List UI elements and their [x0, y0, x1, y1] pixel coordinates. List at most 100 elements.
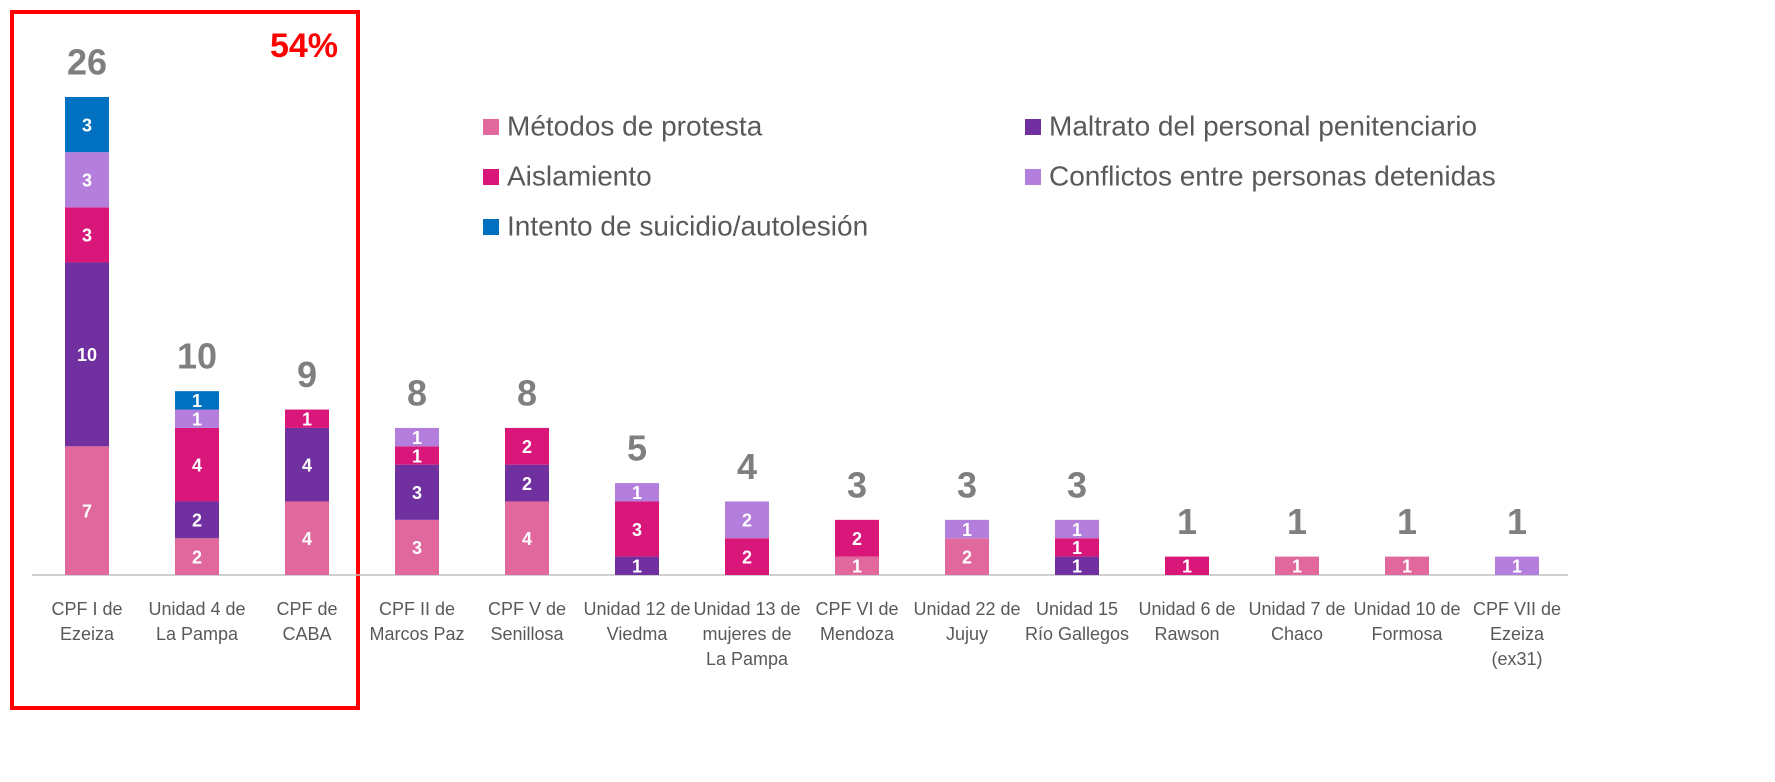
bar-segment	[285, 409, 329, 428]
legend-label: Conflictos entre personas detenidas	[1049, 160, 1496, 191]
segment-label: 2	[852, 529, 862, 549]
segment-label: 1	[1072, 520, 1082, 540]
segment-label: 1	[632, 557, 642, 577]
bar-segment	[175, 409, 219, 428]
bar-segment	[285, 501, 329, 575]
category-label: CPF I de Ezeiza	[51, 599, 123, 644]
segment-label: 1	[962, 520, 972, 540]
total-label: 3	[957, 464, 977, 505]
category-label: Unidad 13 de mujeres de La Pampa	[693, 599, 801, 669]
segment-label: 1	[412, 446, 422, 466]
category-label: Unidad 4 de La Pampa	[148, 599, 246, 644]
legend-swatch	[1025, 169, 1041, 185]
category-label: CPF de CABA	[276, 599, 338, 644]
legend-swatch	[483, 169, 499, 185]
segment-label: 2	[742, 547, 752, 567]
segment-label: 4	[302, 529, 312, 549]
legend-swatch	[1025, 119, 1041, 135]
legend-label: Métodos de protesta	[507, 110, 763, 141]
segment-label: 1	[632, 483, 642, 503]
total-label: 9	[297, 354, 317, 395]
category-label: CPF V de Senillosa	[487, 599, 567, 644]
segment-label: 10	[77, 345, 97, 365]
segment-label: 3	[632, 520, 642, 540]
bar-segment	[945, 519, 989, 539]
bar-segment	[615, 556, 659, 575]
segment-label: 2	[742, 511, 752, 531]
legend-swatch	[483, 119, 499, 135]
total-label: 3	[1067, 464, 1087, 505]
category-label: Unidad 22 de Jujuy	[913, 599, 1021, 644]
bar-segment	[945, 538, 989, 575]
bar-segment	[65, 262, 109, 447]
segment-label: 2	[192, 547, 202, 567]
segment-label: 1	[852, 557, 862, 577]
total-label: 1	[1507, 501, 1527, 542]
bar-segment	[1385, 556, 1429, 575]
total-label: 8	[517, 372, 537, 413]
bar-segment	[615, 483, 659, 502]
bar-segment	[175, 501, 219, 539]
segment-label: 3	[82, 226, 92, 246]
highlight-box	[10, 10, 360, 710]
category-label: CPF II de Marcos Paz	[369, 599, 465, 644]
category-label: Unidad 6 de Rawson	[1138, 599, 1236, 644]
segment-label: 4	[522, 529, 532, 549]
total-label: 5	[627, 428, 647, 469]
total-label: 1	[1287, 501, 1307, 542]
total-label: 1	[1397, 501, 1417, 542]
bar-segment	[1055, 519, 1099, 539]
bar-segment	[1165, 556, 1209, 575]
category-label: CPF VII de Ezeiza (ex31)	[1472, 599, 1562, 669]
bar-segment	[1495, 556, 1539, 575]
segment-label: 1	[192, 391, 202, 411]
category-label: Unidad 12 de Viedma	[583, 599, 691, 644]
total-label: 26	[67, 42, 107, 83]
bar-segment	[505, 427, 549, 465]
segment-label: 1	[1292, 557, 1302, 577]
total-label: 4	[737, 446, 757, 487]
total-label: 8	[407, 372, 427, 413]
segment-label: 3	[412, 483, 422, 503]
bar-segment	[835, 556, 879, 575]
bar-segment	[725, 538, 769, 575]
bar-segment	[395, 446, 439, 465]
segment-label: 3	[82, 170, 92, 190]
legend-label: Aislamiento	[507, 160, 652, 191]
legend-label: Intento de suicidio/autolesión	[507, 210, 868, 241]
segment-label: 2	[192, 511, 202, 531]
bar-segment	[505, 501, 549, 575]
total-label: 10	[177, 336, 217, 377]
bar-segment	[175, 427, 219, 502]
segment-label: 1	[1182, 557, 1192, 577]
bar-segment	[1055, 556, 1099, 575]
bar-segment	[65, 207, 109, 263]
bar-segment	[175, 538, 219, 575]
total-label: 1	[1177, 501, 1197, 542]
segment-label: 1	[1072, 557, 1082, 577]
bar-segment	[285, 427, 329, 502]
segment-label: 7	[82, 501, 92, 521]
bar-segment	[395, 519, 439, 575]
bar-segment	[1055, 538, 1099, 557]
bar-segment	[505, 464, 549, 502]
bar-segment	[615, 501, 659, 557]
segment-label: 1	[192, 409, 202, 429]
bar-segment	[395, 464, 439, 520]
segment-label: 3	[82, 115, 92, 135]
segment-label: 2	[962, 547, 972, 567]
segment-label: 4	[302, 455, 312, 475]
segment-label: 2	[522, 474, 532, 494]
bar-segment	[65, 446, 109, 575]
segment-label: 1	[1072, 538, 1082, 558]
segment-label: 2	[522, 437, 532, 457]
category-label: Unidad 7 de Chaco	[1248, 599, 1346, 644]
segment-label: 1	[1512, 557, 1522, 577]
segment-label: 1	[412, 428, 422, 448]
category-label: CPF VI de Mendoza	[815, 599, 899, 644]
bar-segment	[1275, 556, 1319, 575]
segment-label: 1	[1402, 557, 1412, 577]
bar-segment	[65, 97, 109, 153]
legend-label: Maltrato del personal penitenciario	[1049, 110, 1477, 141]
